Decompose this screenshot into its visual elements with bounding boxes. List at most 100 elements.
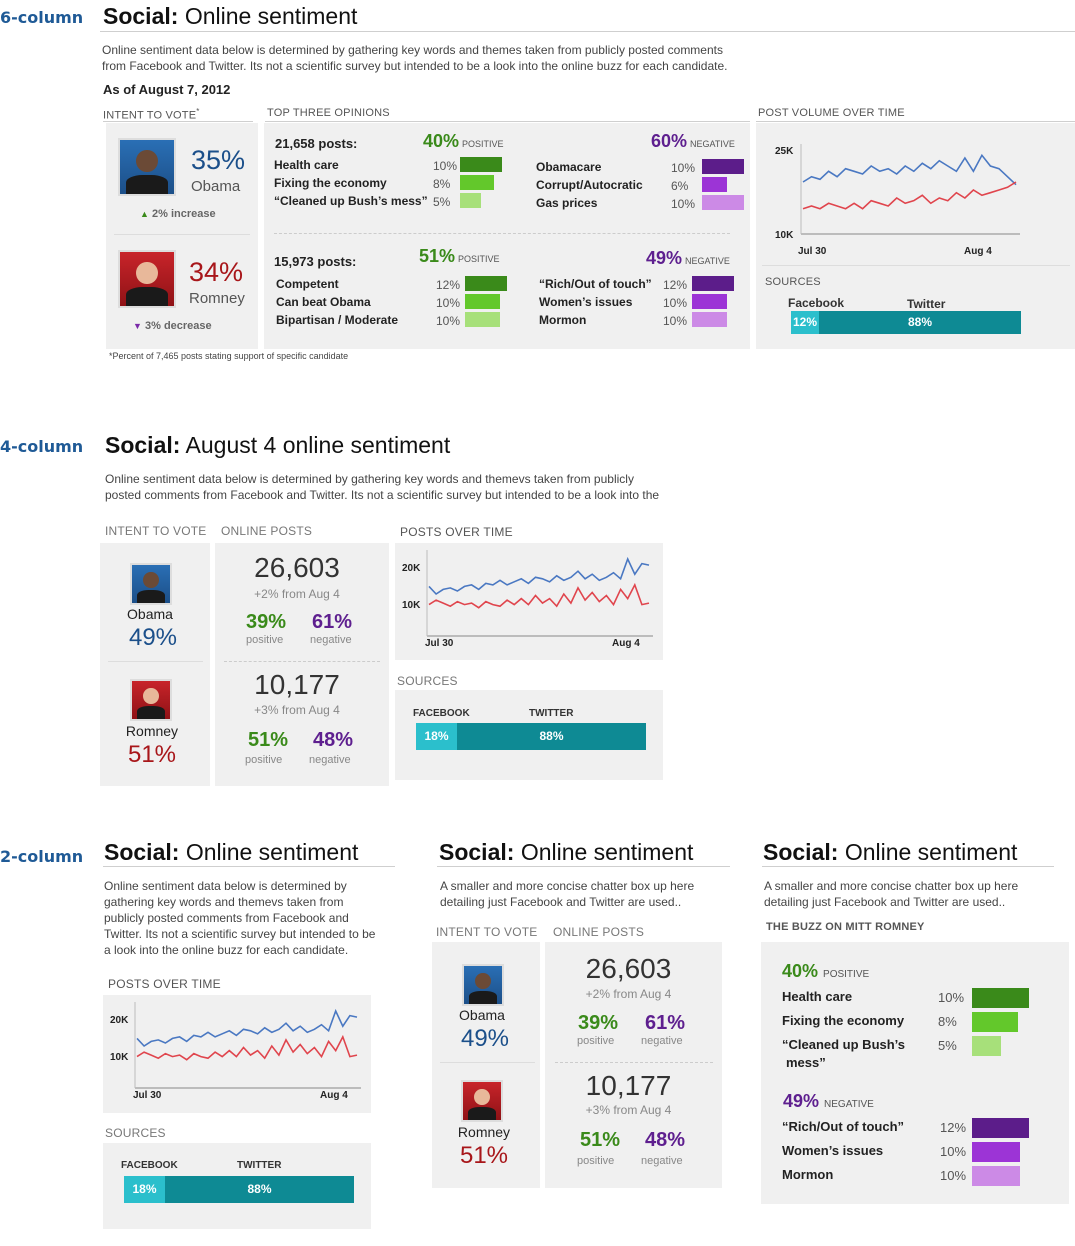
- y-tick-label-1: 10K: [402, 600, 421, 611]
- y-tick-label-1: 10K: [775, 230, 794, 241]
- six-romney-pos-bar-1: [465, 294, 500, 309]
- series-line-0: [428, 556, 650, 596]
- six-romney-neg-bar-0: [692, 276, 734, 291]
- series-line-1: [136, 1034, 358, 1061]
- two-b-intent-header: INTENT TO VOTE: [436, 925, 538, 939]
- series-line-0: [802, 153, 1017, 186]
- two-b-desc: A smaller and more concise chatter box u…: [440, 879, 695, 909]
- six-footnote: *Percent of 7,465 posts stating support …: [109, 351, 349, 361]
- six-desc-2: from Facebook and Twitter. Its not a sci…: [102, 59, 728, 73]
- two-b-romney-neg: 48%: [645, 1129, 686, 1151]
- four-time-header: POSTS OVER TIME: [400, 525, 513, 539]
- two-c-neg-label-0: “Rich/Out of touch”: [782, 1119, 905, 1134]
- obama-avatar: [118, 138, 176, 196]
- two-b-obama-posts: 26,603: [585, 953, 672, 984]
- six-opinions-header: TOP THREE OPINIONS: [267, 107, 390, 119]
- four-twitter-label: TWITTER: [529, 708, 574, 719]
- two-c-pos-bar-0: [972, 988, 1029, 1008]
- six-obama-pos-pct-2: 5%: [433, 195, 451, 209]
- romney-avatar: [118, 250, 176, 308]
- two-b-obama-pct: 49%: [460, 1025, 510, 1052]
- six-sources-header: SOURCES: [765, 276, 821, 288]
- two-c-pos-pct-0: 10%: [938, 990, 965, 1005]
- two-b-obama-neg: 61%: [645, 1012, 686, 1034]
- four-sources-header: SOURCES: [397, 674, 458, 688]
- six-obama-pos-bar-0: [460, 157, 502, 172]
- four-title: Social: August 4 online sentiment: [105, 432, 451, 458]
- four-facebook-segment: 18%: [416, 723, 457, 750]
- two-c-neg-bar-0: [972, 1118, 1029, 1138]
- six-opinions-rule: [265, 121, 750, 122]
- two-a-facebook-segment: 18%: [124, 1176, 165, 1203]
- six-desc-1: Online sentiment data below is determine…: [102, 43, 723, 57]
- six-romney-neg-pct-0: 12%: [663, 278, 688, 292]
- six-intent-rule: [103, 121, 253, 122]
- two-a-time-chart: 20K 10K Jul 30 Aug 4: [110, 1002, 361, 1101]
- series-line-1: [802, 181, 1017, 210]
- six-obama-neg-pct-1: 6%: [671, 179, 689, 193]
- two-a-twitter-label: TWITTER: [237, 1160, 282, 1171]
- six-romney-pos-pct-2: 10%: [436, 314, 461, 328]
- six-obama-neg-pct: 60% NEGATIVE: [651, 131, 735, 151]
- two-c-neg-pct-0: 12%: [940, 1120, 967, 1135]
- four-romney-pct: 51%: [127, 741, 177, 768]
- x-tick-label-1: Aug 4: [320, 1090, 348, 1101]
- x-tick-label-0: Jul 30: [133, 1090, 162, 1101]
- y-tick-label-0: 20K: [110, 1015, 129, 1026]
- four-intent-divider: [108, 661, 203, 662]
- six-romney-pos-bar-2: [465, 312, 500, 327]
- two-b-romney-change: +3% from Aug 4: [585, 1103, 672, 1117]
- two-b-rule: [437, 866, 730, 867]
- two-c-pos-pct: 40% POSITIVE: [782, 961, 870, 981]
- four-obama-pos: 39%: [246, 611, 287, 633]
- six-obama-pos-label-0: Health care: [274, 158, 339, 172]
- two-c-neg-pct: 49% NEGATIVE: [783, 1091, 874, 1111]
- four-obama-pct: 49%: [128, 624, 178, 651]
- two-c-neg-bar-1: [972, 1142, 1020, 1162]
- two-c-pos-bar-1: [972, 1012, 1018, 1032]
- four-romney-posts: 10,177: [254, 669, 340, 700]
- six-romney-neg-label-0: “Rich/Out of touch”: [539, 277, 652, 291]
- two-b-posts-divider: [555, 1062, 713, 1063]
- six-obama-pct: 35%: [191, 145, 246, 175]
- obama-avatar: [130, 563, 172, 605]
- two-a-time-header: POSTS OVER TIME: [108, 977, 221, 991]
- six-romney-pct: 34%: [189, 257, 244, 287]
- four-obama-pos-label: positive: [246, 634, 284, 646]
- two-a-rule: [103, 866, 395, 867]
- two-b-romney-posts: 10,177: [585, 1070, 672, 1101]
- four-obama-change: +2% from Aug 4: [254, 587, 340, 601]
- six-obama-neg-bar-0: [702, 159, 744, 174]
- six-romney-posts: 15,973 posts:: [274, 254, 357, 269]
- four-column-label: 4-column: [0, 437, 84, 456]
- four-romney-neg-label: negative: [309, 754, 351, 766]
- two-b-posts-header: ONLINE POSTS: [553, 925, 645, 939]
- two-b-obama-pos-label: positive: [577, 1035, 615, 1047]
- six-obama-pos-pct: 40% POSITIVE: [423, 131, 504, 151]
- six-romney-neg-label-2: Mormon: [539, 313, 587, 327]
- two-b-posts-panel: [545, 942, 722, 1188]
- two-c-pos-bar-2: [972, 1036, 1001, 1056]
- two-b-obama-change: +2% from Aug 4: [585, 987, 672, 1001]
- four-obama-name: Obama: [127, 606, 173, 622]
- four-twitter-segment: 88%: [457, 723, 646, 750]
- four-time-chart: 20K 10K Jul 30 Aug 4: [402, 550, 653, 649]
- four-obama-posts: 26,603: [254, 552, 340, 583]
- y-tick-label-0: 25K: [775, 146, 794, 157]
- six-title-rule: [100, 31, 1075, 32]
- six-opinions-divider: [274, 233, 730, 234]
- two-column-label: 2-column: [0, 847, 84, 866]
- six-obama-pos-bar-2: [460, 193, 481, 208]
- six-obama-neg-pct-2: 10%: [671, 197, 696, 211]
- six-twitter-segment: 88%: [819, 311, 1021, 334]
- six-obama-neg-label-2: Gas prices: [536, 196, 598, 210]
- six-facebook-label: Facebook: [788, 296, 845, 310]
- two-c-pos-label-1: Fixing the economy: [782, 1013, 905, 1028]
- two-c-pos-label2-2: mess”: [786, 1055, 826, 1070]
- six-romney-neg-label-1: Women’s issues: [539, 295, 633, 309]
- two-c-desc: A smaller and more concise chatter box u…: [764, 879, 1019, 909]
- six-obama-pos-bar-1: [460, 175, 494, 190]
- two-a-twitter-segment: 88%: [165, 1176, 354, 1203]
- six-sources-rule: [762, 265, 1070, 266]
- six-volume-rule: [756, 121, 1075, 122]
